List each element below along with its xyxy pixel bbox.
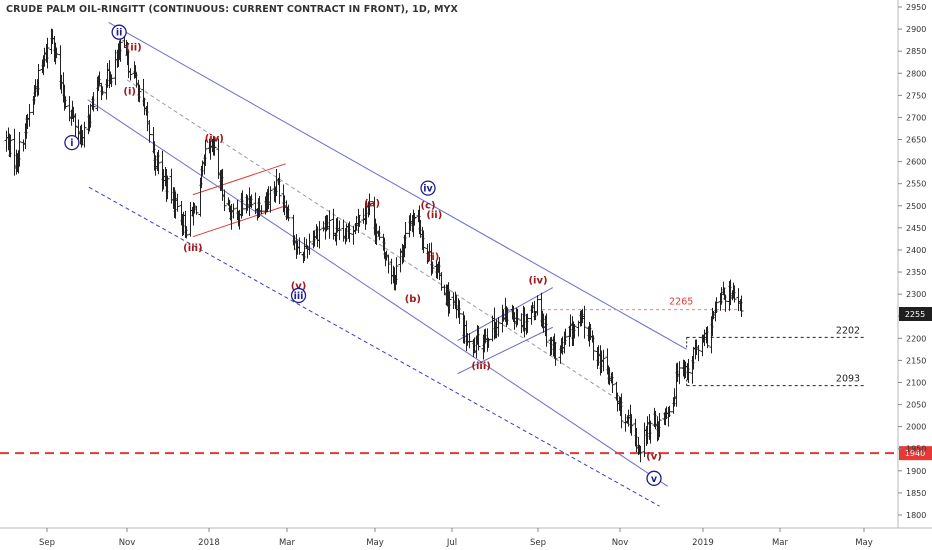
level-badge-text-1940: 1940 [905,449,925,458]
wave-label-circled: i [70,138,73,149]
channel-outer-dashed-line [88,186,660,507]
last-price-text: 2255 [905,310,925,319]
price-tick-label: 2150 [906,356,926,365]
wave-circle-ii [111,24,127,40]
level-badge-1940 [899,446,932,461]
price-tick-label: 1850 [906,489,926,498]
wave-label: (iv) [528,275,547,286]
wave-label-circled: v [651,474,658,485]
price-tick-label: 2650 [906,136,926,145]
wave-label-circled: ii [116,28,123,39]
time-tick-label: Mar [279,538,296,548]
wave-circle-iii [290,287,307,304]
price-tick-label: 2100 [906,378,926,387]
flag-upper-line [192,163,286,196]
price-tick-label: 2400 [906,246,926,255]
chart-title: CRUDE PALM OIL-RINGITT (CONTINUOUS: CURR… [6,4,458,15]
price-tick-label: 1950 [906,445,926,454]
price-tick-label: 2300 [906,290,926,299]
time-tick-label: Sep [39,538,55,548]
price-tick-label: 2600 [906,158,926,167]
wave-label: (b) [405,294,421,305]
wave-label: (i) [123,86,136,97]
time-tick-label: Sep [530,538,546,548]
price-tick-label: 2500 [906,202,926,211]
time-tick-label: 2019 [692,538,714,548]
channel-upper-line [108,22,687,350]
last-price-badge [899,307,932,322]
time-tick-label: May [855,538,873,548]
wave-labels-layer: ii(ii)(i)i (iv)(iii)(v)iii(a)(b)iv(c)(ii)… [64,24,662,486]
wave-label: (v) [291,281,307,292]
level-label-2093: 2093 [836,374,860,385]
price-tick-label: 2850 [906,47,926,56]
channel-layer [87,22,687,507]
wedge-lower-line [457,326,554,375]
wave-label: (iv) [205,134,224,145]
time-tick-label: Nov [119,538,136,548]
wave-label: (i) [427,252,440,263]
wave-label: (c) [420,200,435,211]
price-tick-label: 2450 [906,224,926,233]
price-tick-label: 2900 [906,25,926,34]
price-tick-label: 1900 [906,467,926,476]
price-tick-label: 2350 [906,268,926,277]
price-tick-label: 2750 [906,91,926,100]
price-tick-label: 2550 [906,180,926,189]
wave-circle-i [64,134,80,151]
levels-layer: 1940 2265 2202 2093 [0,297,932,461]
time-tick-label: May [366,538,384,548]
wave-label: (iii) [183,243,202,254]
wave-circle-iv [420,180,436,196]
price-tick-label: 2050 [906,401,926,410]
level-label-2265: 2265 [669,297,693,308]
price-tick-label: 2800 [906,69,926,78]
price-tick-label: 1800 [906,511,926,520]
level-label-2202: 2202 [836,325,860,336]
wave-label: (ii) [126,42,142,53]
wave-label: (ii) [426,210,442,221]
price-tick-label: 2950 [906,3,926,12]
price-tick-label: 2700 [906,113,926,122]
wave-label-circled: iii [294,291,304,302]
wave-circle-v [646,470,662,486]
wave-label-circled: iv [423,184,433,195]
price-tick-label: 2000 [906,423,926,432]
price-tick-label: 2200 [906,334,926,343]
time-tick-label: Jul [446,538,457,548]
time-tick-label: Mar [772,538,789,548]
wave-label: (iii) [471,361,490,372]
time-axis: Sep Nov 2018 Mar May Jul Sep Nov 2019 Mar May [0,527,932,548]
wave-label: (a) [364,199,380,210]
ohlc-bars-layer [4,28,744,463]
time-tick-label: 2018 [198,538,220,548]
channel-lower-line [87,99,668,487]
wave-label: (v) [646,452,662,463]
time-tick-label: Nov [612,538,629,548]
price-axis: 2950 2900 2850 2800 2750 2700 2650 2600 2550 2500… [897,0,932,528]
